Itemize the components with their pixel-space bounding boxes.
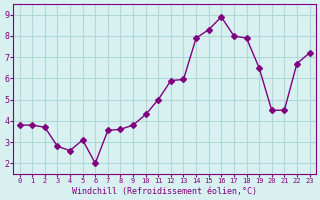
X-axis label: Windchill (Refroidissement éolien,°C): Windchill (Refroidissement éolien,°C) (72, 187, 257, 196)
